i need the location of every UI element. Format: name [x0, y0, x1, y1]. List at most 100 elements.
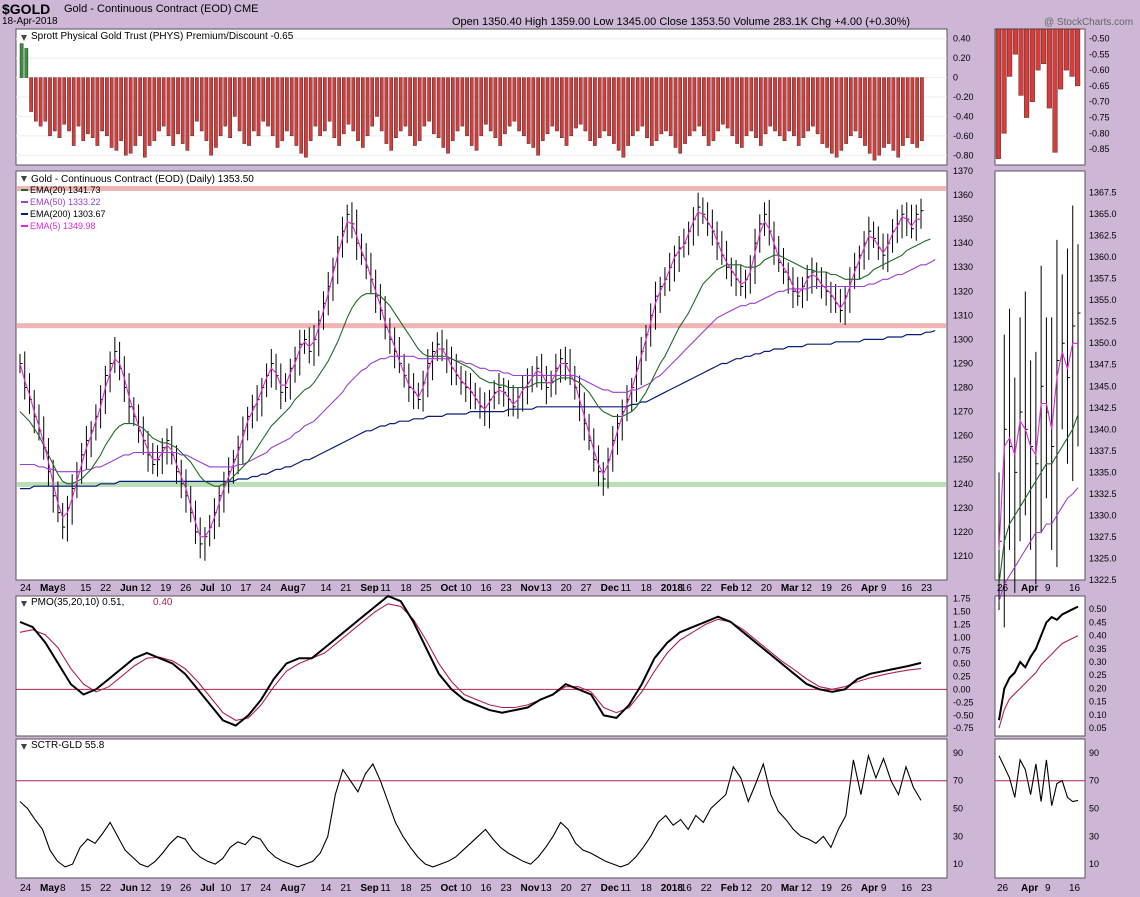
premium-bar: [725, 77, 730, 129]
premium-bar: [536, 77, 540, 156]
premium-bar: [256, 77, 261, 137]
premium-bar: [43, 77, 48, 122]
premium-bar: [517, 77, 521, 132]
premium-bar: [289, 77, 294, 137]
x-axis-label: 23: [501, 883, 513, 894]
pmo-side-tick-label: 0.35: [1089, 644, 1107, 654]
x-axis-label: 24: [20, 583, 32, 594]
sctr-side-tick-label: 90: [1089, 748, 1099, 758]
side-x-axis-label: 9: [1045, 583, 1051, 594]
premium-side-tick-label: -0.80: [1089, 128, 1110, 138]
price-side-panel: [994, 170, 1086, 581]
x-axis-label: 2018: [661, 883, 684, 894]
side-x-axis-label: 26: [997, 883, 1009, 894]
premium-bar: [294, 77, 299, 146]
price-side-tick-label: 1325.0: [1089, 553, 1117, 563]
premium-bar: [81, 77, 86, 141]
x-axis-label: 18: [400, 583, 412, 594]
pmo-side-tick-label: 0.50: [1089, 604, 1107, 614]
premium-side-tick-label: -0.50: [1089, 33, 1110, 43]
premium-bar: [185, 77, 190, 151]
price-side-tick-label: 1355.0: [1089, 295, 1117, 305]
premium-bar: [706, 77, 711, 146]
premium-bar: [640, 77, 645, 127]
premium-bar: [275, 77, 280, 148]
price-side-tick-label: 1335.0: [1089, 467, 1117, 477]
x-axis-label: 8: [60, 883, 66, 894]
premium-bar: [711, 77, 716, 141]
price-side-tick-label: 1352.5: [1089, 317, 1117, 327]
premium-bar: [71, 77, 76, 146]
premium-y-tick-label: -0.60: [953, 131, 974, 141]
premium-bar: [299, 77, 304, 154]
premium-side-bar: [1041, 28, 1047, 64]
sctr-title: SCTR-GLD 55.8: [31, 740, 105, 751]
price-side-tick-label: 1367.5: [1089, 188, 1117, 198]
premium-bar: [218, 77, 223, 137]
resistance-line: [17, 323, 946, 329]
x-axis-label: Nov: [521, 883, 540, 894]
x-axis-label: Mar: [781, 583, 799, 594]
x-axis-label: 19: [821, 583, 833, 594]
premium-bar: [57, 77, 62, 138]
premium-bar: [105, 77, 109, 137]
x-axis-label: 26: [841, 883, 853, 894]
x-axis-label: Jun: [120, 883, 138, 894]
premium-bar: [223, 77, 228, 127]
x-axis-label: 8: [60, 583, 66, 594]
premium-bar: [811, 77, 815, 127]
x-axis-label: 12: [741, 883, 753, 894]
premium-bar: [588, 77, 593, 141]
pmo-side-tick-label: 0.30: [1089, 657, 1107, 667]
premium-bar: [95, 77, 100, 146]
premium-bar: [379, 77, 384, 132]
premium-bar: [370, 77, 375, 127]
premium-bar: [195, 77, 199, 122]
premium-bar: [90, 77, 95, 138]
x-axis-label: 10: [220, 583, 232, 594]
collapse-icon: [21, 601, 27, 607]
premium-bar: [673, 77, 678, 148]
price-side-tick-label: 1340.0: [1089, 424, 1117, 434]
x-axis-label: 18: [641, 583, 653, 594]
premium-title: Sprott Physical Gold Trust (PHYS) Premiu…: [31, 31, 294, 42]
premium-bar: [555, 77, 559, 132]
x-axis-label: 20: [561, 883, 573, 894]
x-axis-label: 22: [701, 883, 713, 894]
premium-bar: [526, 77, 531, 144]
premium-bar: [612, 77, 616, 144]
legend-label: EMA(200) 1303.67: [30, 209, 106, 219]
premium-y-tick-label: 0: [953, 73, 958, 83]
premium-bar: [849, 77, 853, 137]
premium-bar: [815, 77, 820, 135]
premium-bar: [654, 77, 659, 141]
premium-bar: [787, 77, 792, 132]
premium-bar: [427, 77, 431, 122]
price-panel: [15, 170, 948, 581]
premium-bar: [138, 77, 142, 137]
premium-bar: [147, 77, 152, 146]
premium-bar: [806, 77, 810, 132]
premium-bar: [166, 77, 171, 137]
premium-side-bar: [1063, 28, 1069, 71]
chart-date: 18-Apr-2018: [2, 16, 58, 27]
x-axis-label: 16: [481, 883, 493, 894]
x-axis-label: 27: [581, 883, 593, 894]
premium-bar: [280, 77, 285, 141]
premium-bar: [484, 77, 488, 125]
premium-bar: [214, 77, 218, 148]
premium-side-bar: [1024, 28, 1030, 118]
premium-side-tick-label: -0.60: [1089, 65, 1110, 75]
x-axis-label: 23: [501, 583, 513, 594]
resistance-line: [17, 186, 946, 192]
premium-bar: [768, 77, 773, 127]
premium-bar: [668, 77, 673, 137]
price-side-tick-label: 1357.5: [1089, 274, 1117, 284]
x-axis-label: 13: [541, 583, 553, 594]
premium-side-bar: [1046, 28, 1052, 109]
x-axis-label: 15: [80, 583, 92, 594]
x-axis-label: Jul: [200, 883, 215, 894]
pmo-y-tick-label: -0.50: [953, 710, 974, 720]
premium-side-bar: [995, 28, 1001, 159]
premium-bar: [48, 77, 52, 137]
